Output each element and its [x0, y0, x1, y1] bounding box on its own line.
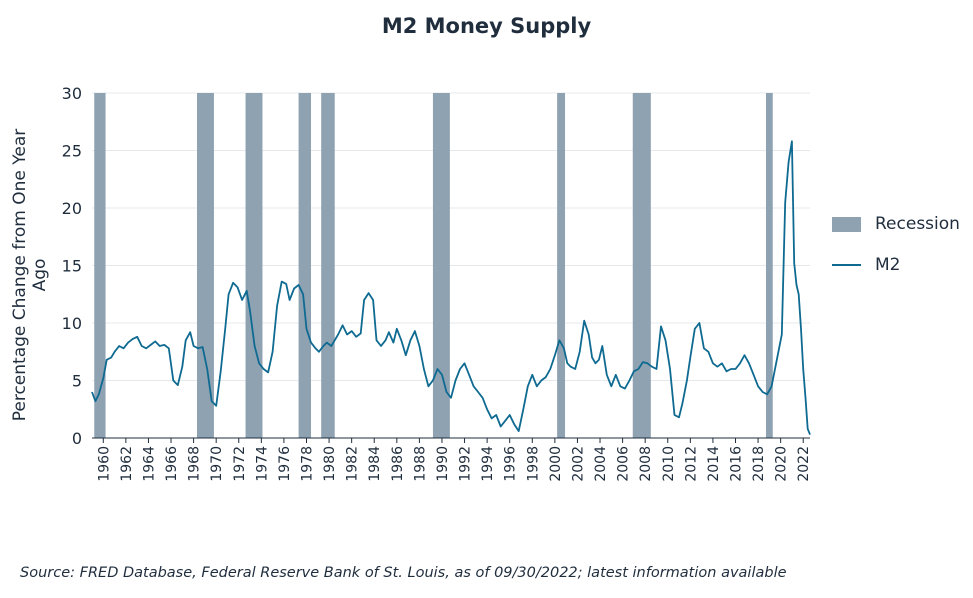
recession-band — [321, 93, 335, 438]
x-tick-label: 1980 — [322, 446, 338, 482]
recession-band — [765, 93, 773, 438]
x-tick-label: 2010 — [661, 446, 677, 482]
x-tick-label: 2004 — [593, 446, 609, 482]
legend-recession-label: Recession — [875, 214, 960, 234]
legend-m2: M2 — [832, 255, 900, 275]
m2-series — [91, 140, 811, 435]
x-tick-label: 2022 — [796, 446, 812, 482]
x-tick-label: 2006 — [616, 446, 632, 482]
y-tick-label: 0 — [72, 429, 82, 448]
recession-band — [245, 93, 263, 438]
recession-band — [298, 93, 312, 438]
m2-line-swatch-icon — [832, 264, 861, 266]
x-tick-label: 1976 — [277, 446, 293, 482]
legend-recession: Recession — [832, 214, 960, 234]
x-tick-label: 1978 — [299, 446, 315, 482]
x-tick-label: 1964 — [141, 446, 157, 482]
x-tick-label: 1992 — [458, 446, 474, 482]
x-tick-label: 1988 — [412, 446, 428, 482]
recession-band — [196, 93, 214, 438]
x-tick-label: 1966 — [164, 446, 180, 482]
x-tick-label: 2014 — [706, 446, 722, 482]
x-tick-label: 1994 — [480, 446, 496, 482]
legend-m2-label: M2 — [875, 255, 901, 275]
x-tick-label: 2000 — [548, 446, 564, 482]
y-tick-label: 25 — [62, 142, 82, 161]
x-tick-label: 1962 — [119, 446, 135, 482]
y-tick-label: 5 — [72, 372, 82, 391]
recession-band — [632, 93, 651, 438]
x-tick-label: 2002 — [570, 446, 586, 482]
chart-title: M2 Money Supply — [381, 14, 592, 38]
x-tick-label: 2016 — [728, 446, 744, 482]
x-tick-label: 1972 — [232, 446, 248, 482]
axes: 0 5 10 15 20 25 30 1960 1962 1964 1966 1968 1970 1972… — [62, 84, 813, 482]
x-tick-label: 1974 — [254, 446, 270, 482]
x-tick-label: 2012 — [683, 446, 699, 482]
y-tick-label: 20 — [62, 199, 82, 218]
recession-bands — [94, 93, 773, 438]
x-tick-label: 1968 — [187, 446, 203, 482]
x-tick-label: 2018 — [751, 446, 767, 482]
y-tick-label: 10 — [62, 314, 82, 333]
x-tick-label: 2008 — [638, 446, 654, 482]
y-tick-label: 15 — [62, 257, 82, 276]
recession-swatch-icon — [832, 216, 861, 232]
x-tick-label: 2020 — [774, 446, 790, 482]
source-note: Source: FRED Database, Federal Reserve B… — [20, 565, 787, 581]
x-tick-label: 1998 — [525, 446, 541, 482]
x-tick-label: 1986 — [390, 446, 406, 482]
recession-band — [432, 93, 450, 438]
x-tick-label: 1982 — [345, 446, 361, 482]
x-tick-label: 1990 — [435, 446, 451, 482]
y-tick-label: 30 — [62, 84, 82, 103]
recession-band — [557, 93, 566, 438]
m2-line — [91, 140, 811, 435]
x-tick-label: 1960 — [96, 446, 112, 482]
x-tick-label: 1996 — [503, 446, 519, 482]
x-tick-label: 1984 — [367, 446, 383, 482]
x-tick-label: 1970 — [209, 446, 225, 482]
recession-band — [94, 93, 106, 438]
